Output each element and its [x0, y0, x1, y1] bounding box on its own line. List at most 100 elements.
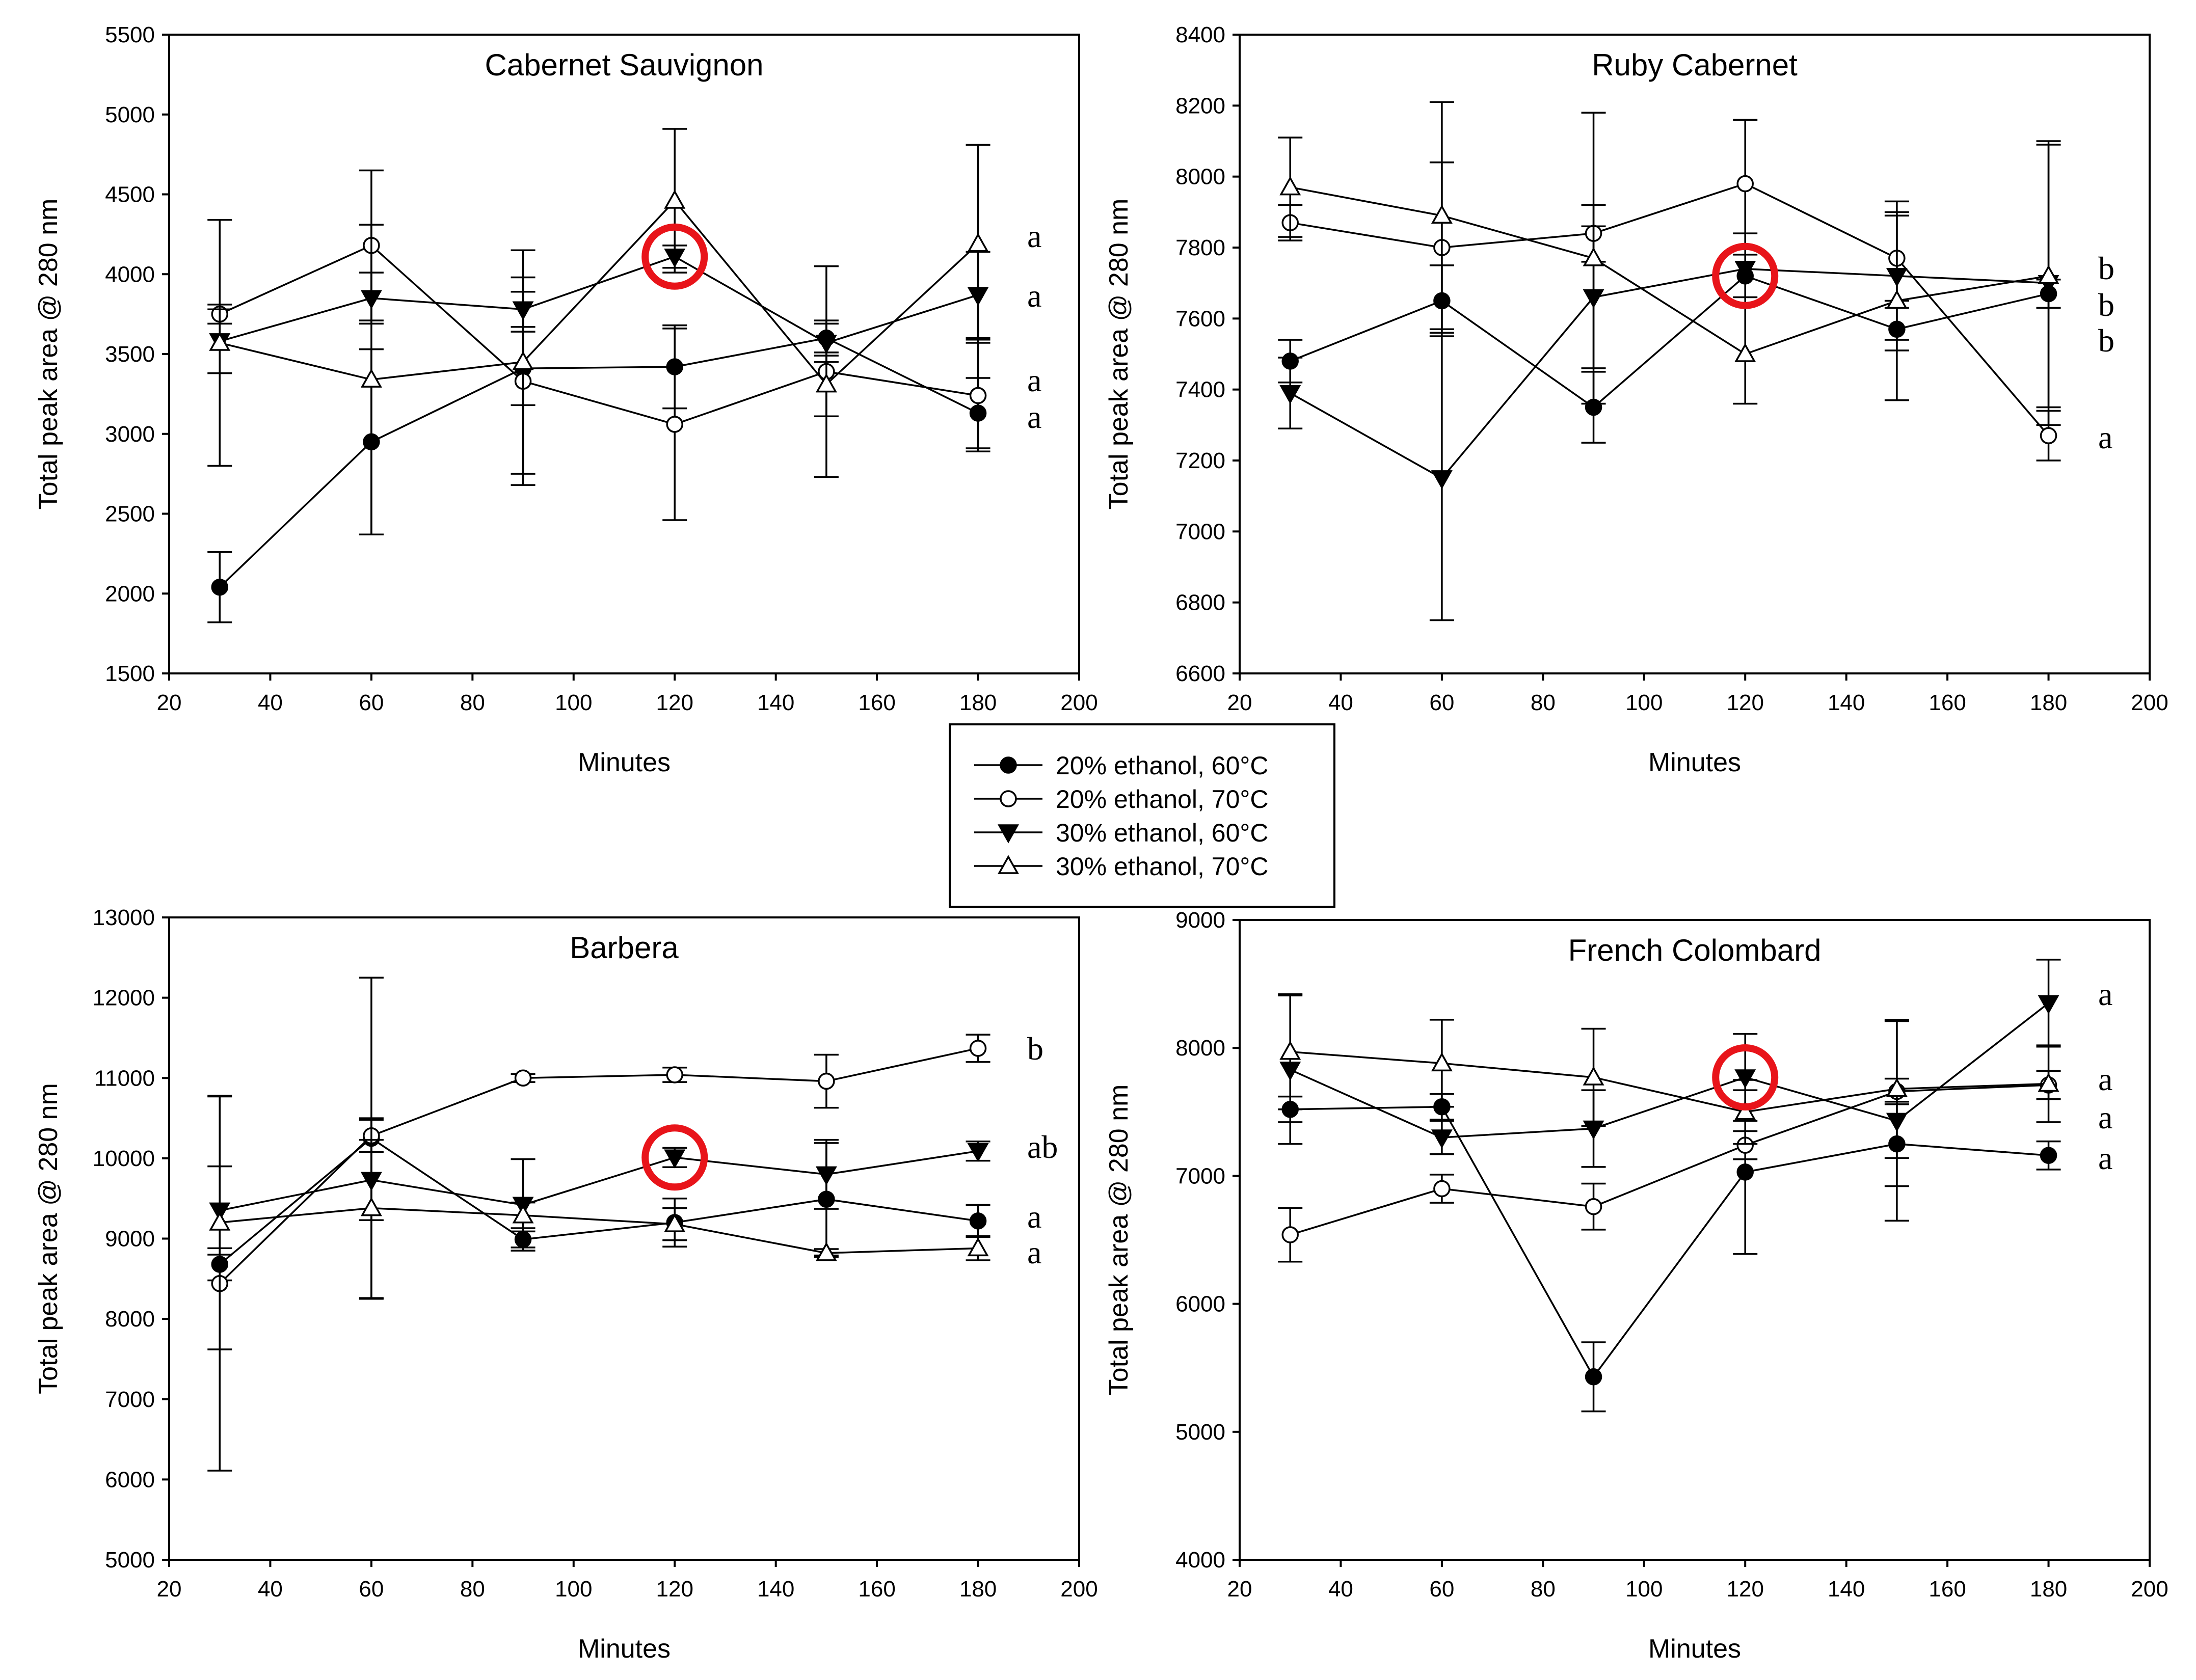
- data-point: [1886, 289, 1908, 309]
- significance-label: ab: [1027, 1129, 1058, 1165]
- y-tick-label: 4000: [1175, 1548, 1225, 1573]
- x-tick-label: 80: [460, 690, 485, 715]
- series-line: [219, 244, 978, 425]
- series-1: [207, 977, 990, 1300]
- series-line: [1290, 1002, 2049, 1139]
- y-tick-label: 5500: [105, 22, 155, 47]
- y-tick-label: 8000: [105, 1307, 155, 1332]
- significance-label: a: [1027, 399, 1041, 435]
- series-line: [219, 1150, 978, 1212]
- chart-title: Barbera: [570, 931, 679, 965]
- significance-label: b: [1027, 1031, 1043, 1067]
- significance-label: a: [2098, 1099, 2112, 1135]
- y-tick-label: 2000: [105, 581, 155, 606]
- series-line: [219, 255, 979, 344]
- y-tick-label: 8000: [1175, 1036, 1225, 1061]
- series-3: [207, 1139, 990, 1256]
- data-point: [1886, 1078, 1908, 1097]
- y-tick-label: 4500: [105, 182, 155, 207]
- series-line: [1290, 1050, 2049, 1113]
- series-2: [207, 169, 990, 521]
- series-4: [1278, 101, 2061, 409]
- significance-label: a: [2098, 1140, 2112, 1176]
- legend: 20% ethanol, 60°C 20% ethanol, 70°C 30% et…: [949, 723, 1335, 908]
- x-tick-label: 180: [959, 1577, 997, 1602]
- x-tick-label: 100: [555, 1577, 592, 1602]
- y-tick-label: 7000: [1175, 519, 1225, 544]
- significance-label: b: [2098, 250, 2114, 286]
- data-point: [967, 1143, 989, 1162]
- y-tick-label: 3500: [105, 342, 155, 367]
- legend-marker: [998, 855, 1019, 874]
- legend-item: 20% ethanol, 70°C: [974, 785, 1269, 814]
- x-tick-label: 80: [1531, 690, 1556, 715]
- data-point: [1734, 1069, 1756, 1089]
- x-tick-label: 120: [1727, 690, 1764, 715]
- x-tick-label: 200: [2131, 690, 2168, 715]
- x-tick-label: 200: [2131, 1577, 2168, 1602]
- x-tick-label: 20: [157, 1577, 182, 1602]
- series-1: [207, 319, 990, 624]
- y-tick-label: 7600: [1175, 306, 1225, 331]
- chart-title: Cabernet Sauvignon: [485, 48, 763, 82]
- data-point: [815, 1242, 837, 1261]
- x-tick-label: 120: [1727, 1577, 1764, 1602]
- y-tick-label: 7000: [105, 1387, 155, 1412]
- x-tick-label: 60: [359, 1577, 384, 1602]
- plot-frame: [168, 916, 1080, 1561]
- data-point: [512, 351, 534, 370]
- x-tick-label: 40: [258, 1577, 283, 1602]
- x-tick-label: 40: [1328, 690, 1353, 715]
- data-point: [664, 1149, 686, 1169]
- significance-label: a: [1027, 218, 1041, 254]
- y-tick-label: 7800: [1175, 235, 1225, 260]
- data-point: [1431, 470, 1453, 490]
- data-point: [2040, 1147, 2057, 1164]
- x-tick-label: 80: [460, 1577, 485, 1602]
- x-axis-label: Minutes: [578, 1634, 671, 1664]
- data-point: [815, 335, 837, 354]
- data-point: [1736, 1163, 1754, 1181]
- series-line: [219, 199, 979, 386]
- data-point: [815, 373, 837, 393]
- legend-label: 20% ethanol, 70°C: [1056, 785, 1269, 814]
- data-point: [1281, 1226, 1299, 1243]
- data-point: [2038, 1072, 2059, 1092]
- series-line: [220, 1207, 978, 1254]
- data-point: [1431, 204, 1453, 224]
- x-tick-label: 60: [1429, 690, 1454, 715]
- x-tick-label: 120: [656, 1577, 693, 1602]
- series-1: [1278, 1089, 2061, 1413]
- legend-item: 30% ethanol, 60°C: [974, 819, 1269, 847]
- x-tick-label: 160: [858, 1577, 895, 1602]
- y-tick-label: 13000: [93, 905, 155, 930]
- x-axis-label: Minutes: [1648, 1634, 1741, 1664]
- chart-title: French Colombard: [1568, 933, 1822, 967]
- series-4: [1278, 993, 2061, 1159]
- y-axis-label: Total peak area @ 280 nm: [34, 199, 63, 510]
- x-tick-label: 160: [1929, 690, 1966, 715]
- data-point: [209, 1211, 231, 1231]
- x-tick-label: 80: [1531, 1577, 1556, 1602]
- significance-label: a: [1027, 362, 1041, 398]
- legend-marker: [1000, 790, 1017, 807]
- data-point: [1736, 175, 1754, 193]
- x-tick-label: 100: [1625, 690, 1663, 715]
- significance-label: a: [1027, 278, 1041, 314]
- legend-marker: [1000, 756, 1017, 774]
- data-point: [1583, 247, 1604, 266]
- data-point: [967, 1237, 989, 1257]
- significance-label: b: [2098, 287, 2114, 323]
- series-line: [1290, 268, 2049, 480]
- series-line: [1290, 1084, 2049, 1236]
- data-point: [967, 233, 989, 252]
- y-tick-label: 5000: [105, 102, 155, 127]
- x-tick-label: 20: [1227, 690, 1252, 715]
- data-point: [1585, 1368, 1602, 1386]
- data-point: [815, 1166, 837, 1185]
- series-line: [1290, 275, 2049, 409]
- significance-label: a: [2098, 1061, 2112, 1097]
- significance-label: a: [1027, 1234, 1041, 1270]
- data-point: [360, 1197, 382, 1216]
